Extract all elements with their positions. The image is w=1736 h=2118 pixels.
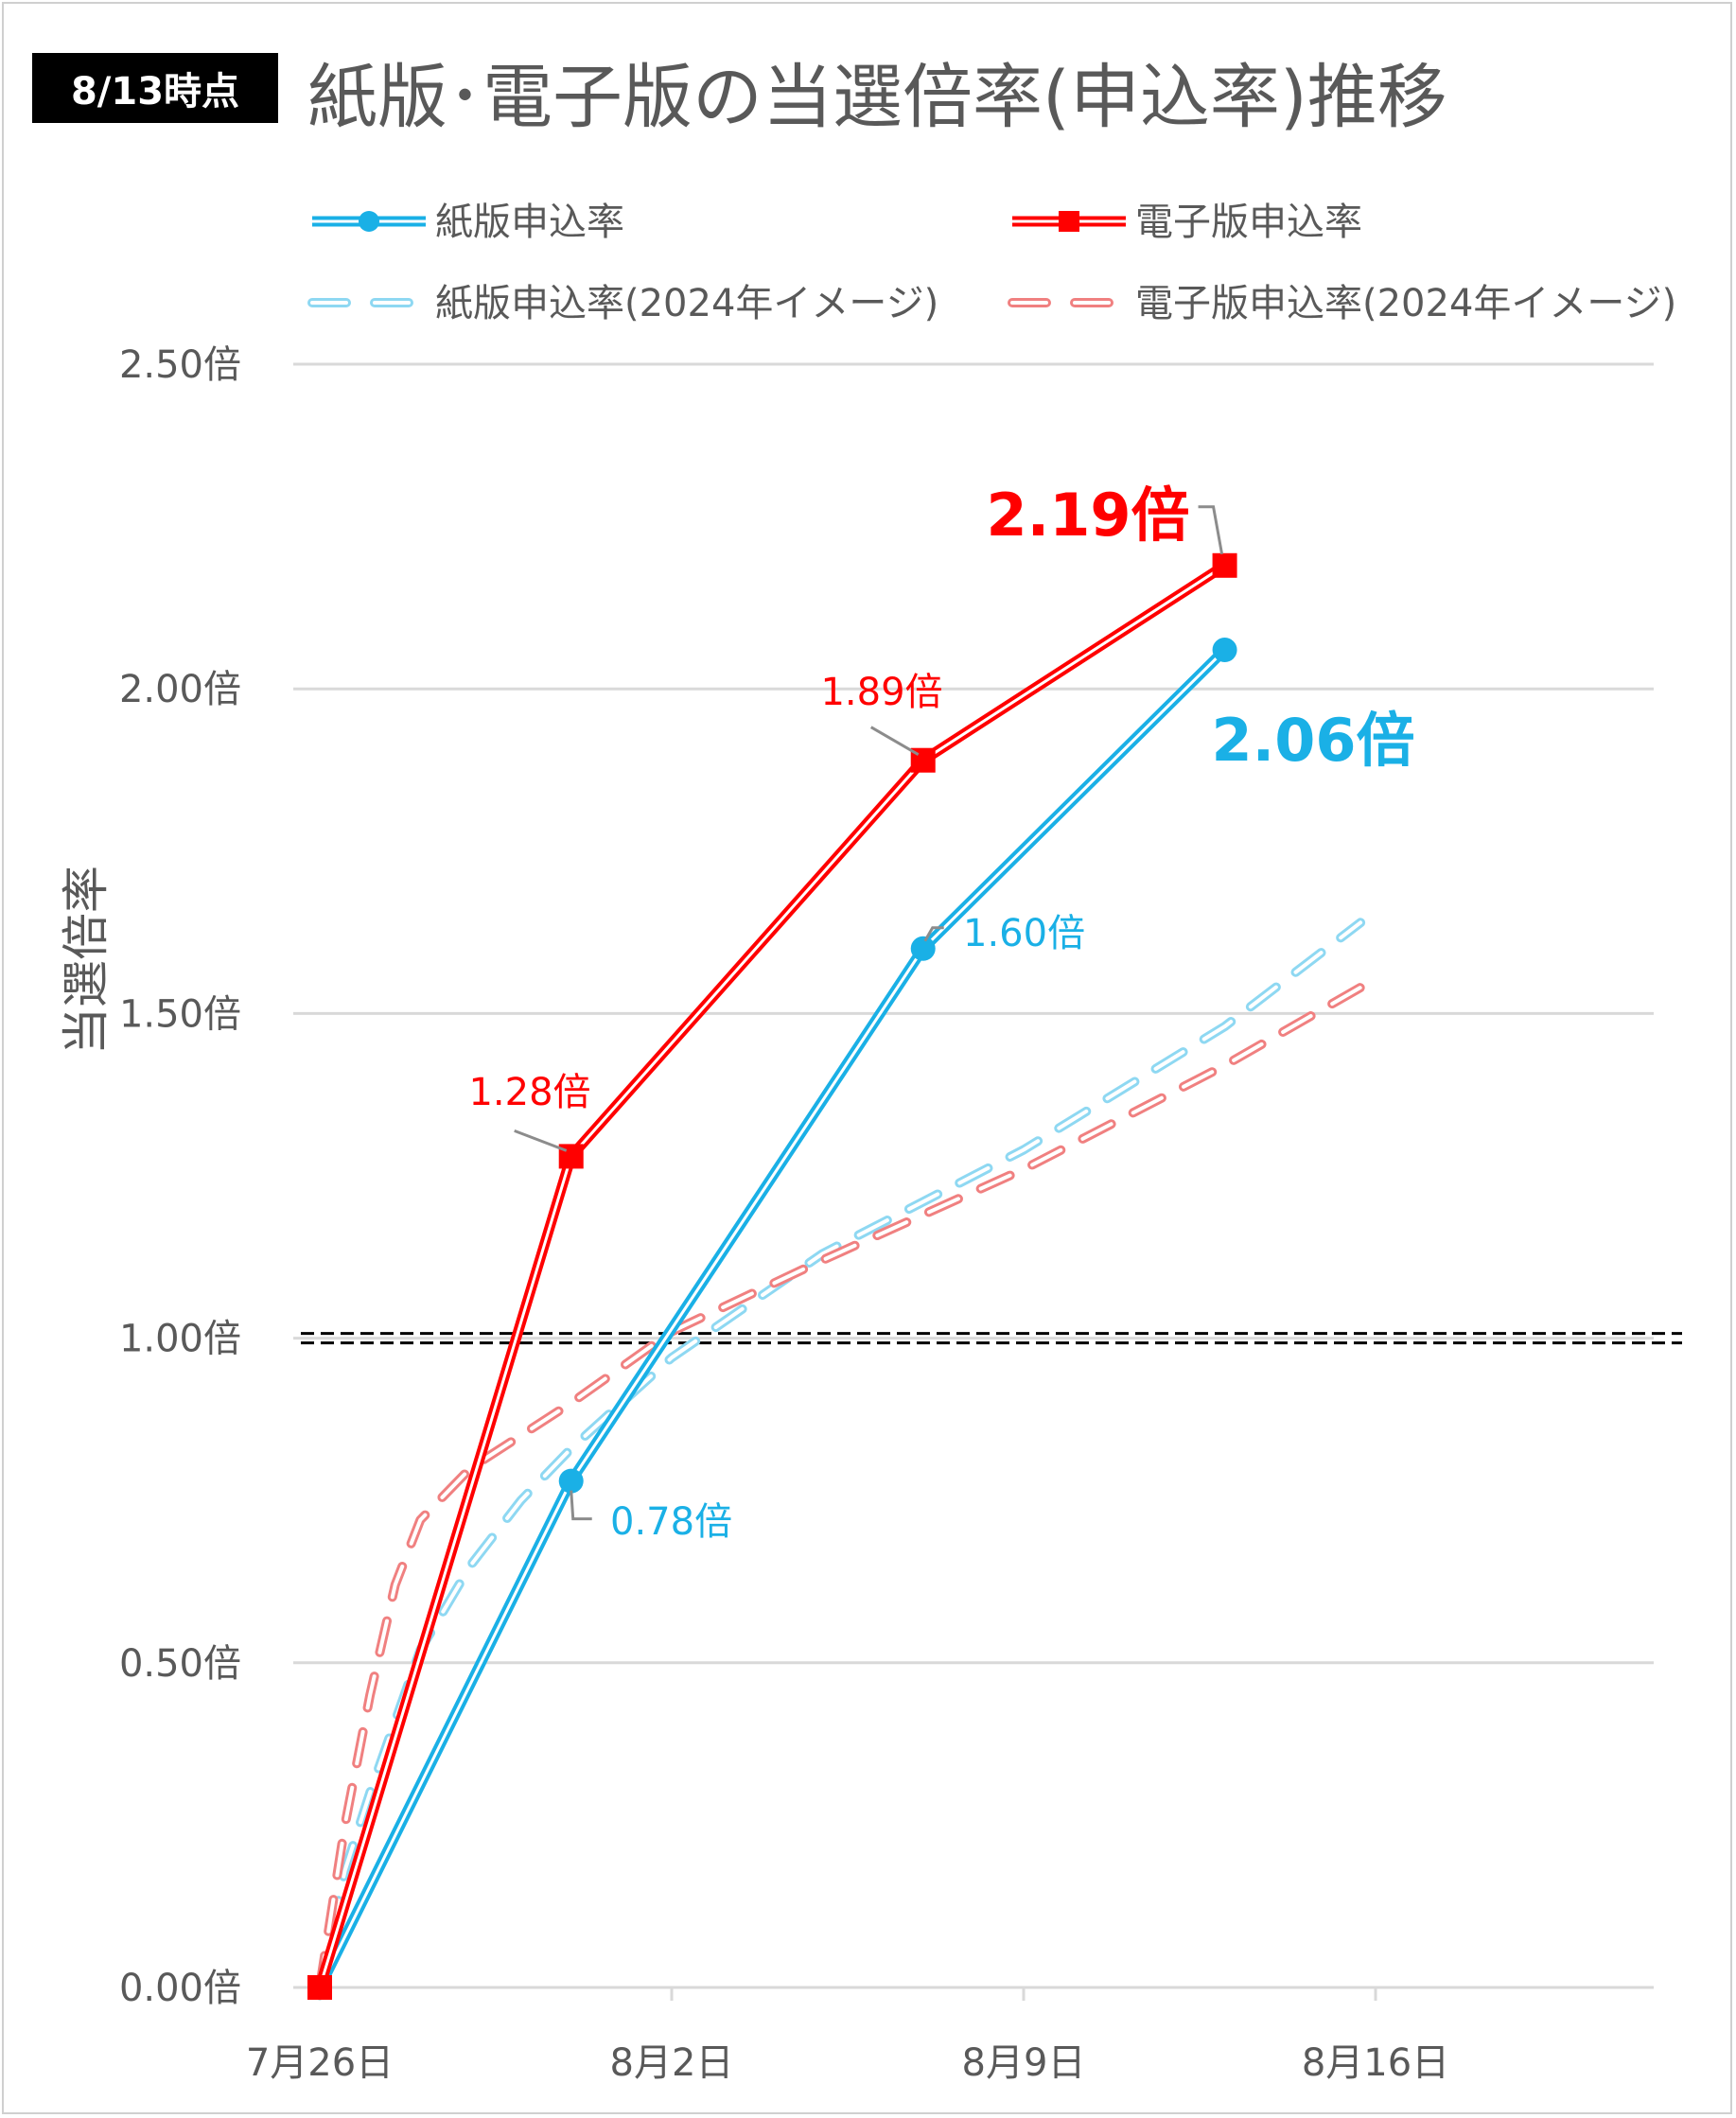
data-label: 0.78倍 xyxy=(610,1500,732,1544)
y-tick-label: 1.00倍 xyxy=(119,1318,241,1361)
series-line-2024-inner xyxy=(318,920,1363,1989)
leader-line xyxy=(514,1129,568,1152)
x-tick-label: 8月9日 xyxy=(962,2041,1086,2085)
series-line xyxy=(315,646,1229,1990)
legend-label: 紙版申込率 xyxy=(435,201,624,244)
data-label: 1.60倍 xyxy=(963,912,1085,955)
data-point-paper xyxy=(910,936,936,961)
data-point-digital xyxy=(307,1975,332,2000)
x-tick-label: 8月2日 xyxy=(610,2041,734,2085)
legend-label: 電子版申込率(2024年イメージ) xyxy=(1135,282,1676,325)
y-tick-label: 2.00倍 xyxy=(119,668,241,711)
legend-marker xyxy=(1059,211,1079,232)
data-point-digital xyxy=(1212,552,1237,578)
leader-line xyxy=(869,726,920,757)
legend-item: 電子版申込率 xyxy=(1012,201,1362,244)
series-line-2024-inner xyxy=(318,985,1363,1989)
date-badge: 8/13時点 xyxy=(32,53,278,123)
legend-item: 紙版申込率 xyxy=(312,201,624,244)
leader-line xyxy=(923,926,944,942)
x-tick-label: 8月16日 xyxy=(1302,2041,1449,2085)
series-line-inner xyxy=(318,564,1226,1988)
y-tick-label: 0.00倍 xyxy=(119,1967,241,2010)
data-label: 1.89倍 xyxy=(820,671,942,714)
chart-title: 紙版･電子版の当選倍率(申込率)推移 xyxy=(307,57,1447,138)
data-label: 2.19倍 xyxy=(987,481,1190,550)
series-line-inner xyxy=(318,648,1226,1988)
legend-item: 電子版申込率(2024年イメージ) xyxy=(1008,282,1676,325)
leader-line xyxy=(570,1490,592,1521)
y-tick-label: 0.50倍 xyxy=(119,1642,241,1686)
leader-line xyxy=(1198,505,1224,555)
x-tick-label: 7月26日 xyxy=(246,2041,394,2085)
data-point-paper xyxy=(1212,638,1237,663)
legend-label: 紙版申込率(2024年イメージ) xyxy=(435,282,938,325)
legend-item: 紙版申込率(2024年イメージ) xyxy=(307,282,938,325)
data-point-paper xyxy=(558,1468,584,1494)
y-tick-label: 2.50倍 xyxy=(119,343,241,387)
legend-label: 電子版申込率 xyxy=(1135,201,1362,244)
data-label: 1.28倍 xyxy=(468,1071,590,1114)
y-tick-label: 1.50倍 xyxy=(119,992,241,1036)
legend-marker xyxy=(359,211,379,232)
y-axis-label: 当選倍率 xyxy=(59,866,114,1055)
data-label: 2.06倍 xyxy=(1212,706,1415,775)
